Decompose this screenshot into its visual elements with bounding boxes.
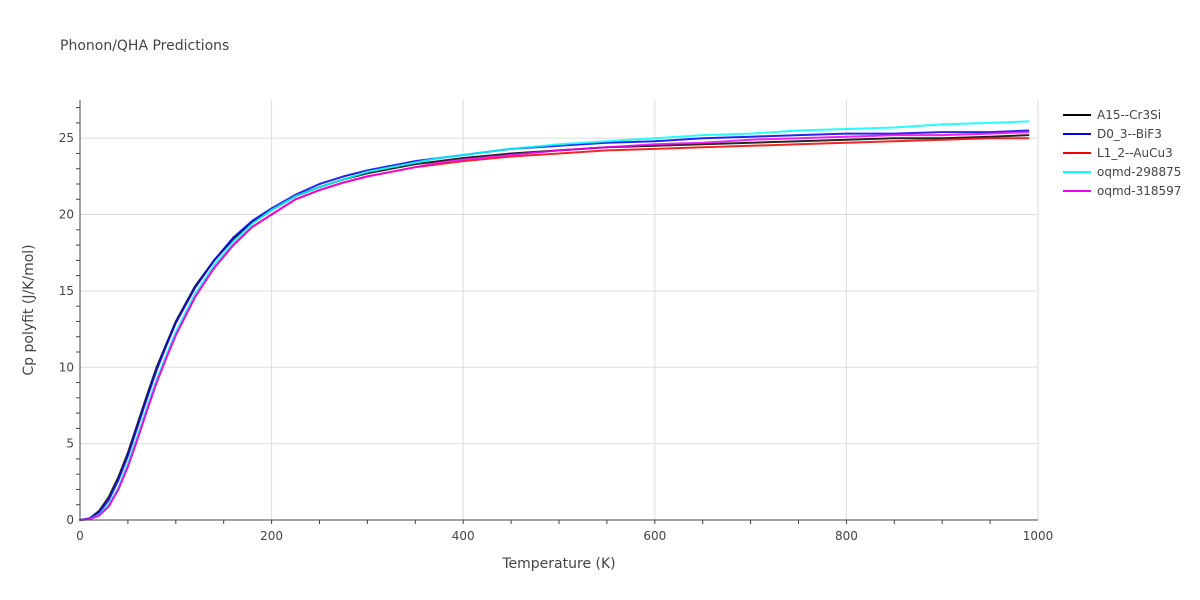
y-axis-ticks: 0 5 10 15 20 25 [59,131,74,527]
legend-entry: A15--Cr3Si [1097,108,1161,122]
x-tick-label: 1000 [1023,529,1054,543]
y-tick-label: 20 [59,208,74,222]
x-tick-label: 800 [835,529,858,543]
legend-entry: L1_2--AuCu3 [1097,146,1173,160]
x-axis-label: Temperature (K) [501,556,615,572]
y-axis-label: Cp polyfit (J/K/mol) [21,244,37,375]
legend-entry: oqmd-298875 [1097,165,1181,179]
y-tick-label: 25 [59,131,74,145]
legend: A15--Cr3Si D0_3--BiF3 L1_2--AuCu3 oqmd-2988… [1063,108,1181,198]
y-tick-label: 10 [59,360,74,374]
y-tick-label: 15 [59,284,74,298]
grid [80,100,1039,520]
axes [76,100,1038,524]
y-tick-label: 5 [66,437,74,451]
x-axis-ticks: 0 200 400 600 800 1000 [76,529,1053,543]
x-tick-label: 400 [452,529,475,543]
x-tick-label: 0 [76,529,84,543]
series-line-2 [79,129,1030,521]
legend-entry: D0_3--BiF3 [1097,127,1162,141]
series-line-3 [79,137,1030,521]
legend-entry: oqmd-318597 [1097,184,1181,198]
y-tick-label: 0 [66,513,74,527]
series-line-5 [79,131,1030,521]
x-tick-label: 600 [643,529,666,543]
x-tick-label: 200 [260,529,283,543]
chart-title: Phonon/QHA Predictions [60,38,229,54]
series-line-1 [79,134,1030,521]
series-line-4 [79,120,1030,521]
plot-area [79,120,1030,521]
